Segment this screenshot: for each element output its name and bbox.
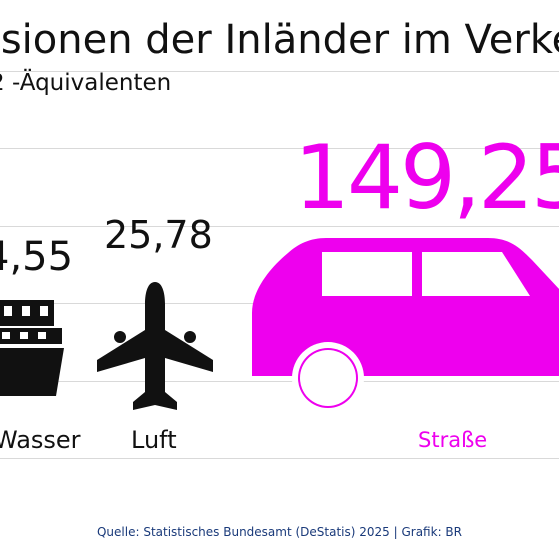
value-label-strasse: 149,25 — [294, 126, 559, 229]
source-note: Quelle: Statistisches Bundesamt (DeStati… — [96, 525, 462, 539]
gridline — [0, 71, 559, 72]
car-icon — [252, 238, 559, 414]
chart-title: ssionen der Inländer im Verke — [0, 17, 559, 63]
value-label-luft: 25,78 — [104, 213, 213, 257]
ship-icon — [0, 300, 64, 396]
plane-icon — [97, 282, 213, 410]
category-label-luft: Luft — [131, 426, 177, 454]
category-label-strasse: Straße — [418, 428, 488, 452]
gridline — [0, 458, 559, 459]
value-label-wasser: 4,55 — [0, 234, 74, 280]
category-label-wasser: Wasser — [0, 426, 81, 454]
gridline — [0, 226, 559, 227]
gridline — [0, 148, 559, 149]
gridline — [0, 381, 559, 382]
chart-subtitle: 2 -Äquivalenten — [0, 70, 172, 96]
